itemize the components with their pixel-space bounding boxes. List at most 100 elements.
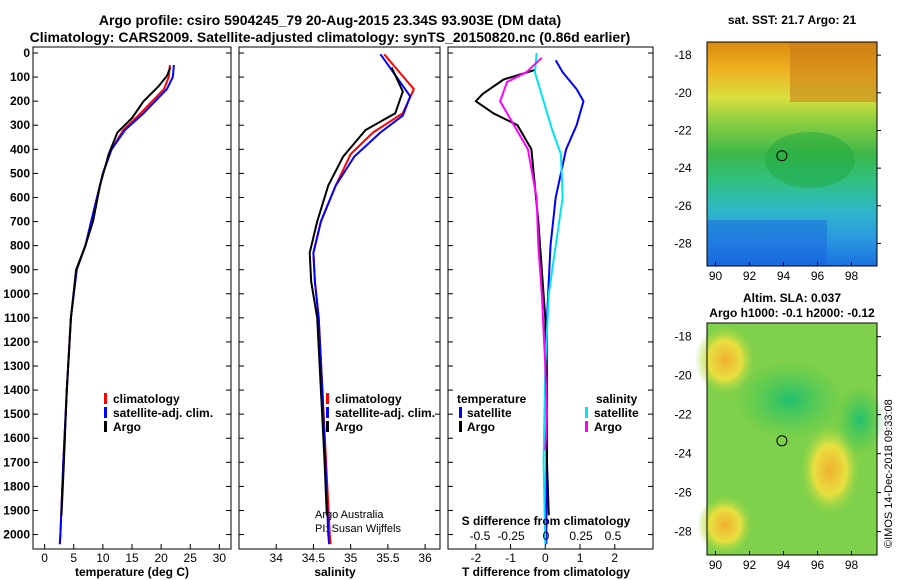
x-tick-label: 15 [125, 551, 139, 565]
depth-tick-label: 700 [10, 215, 30, 229]
legend-label-t-satellite: satellite [467, 406, 512, 420]
legend-label-satellite: satellite-adj. clim. [335, 406, 435, 420]
legend-swatch-argo [326, 421, 329, 432]
footer-credit: ©IMOS 14-Dec-2018 09:33:08 [883, 399, 895, 548]
sla-map-argo-marker [776, 435, 788, 447]
series-line-t-satellite [545, 59, 585, 545]
map-x-tick-label: 98 [845, 269, 859, 283]
x-tick-label: 20 [154, 551, 168, 565]
depth-tick-label: 1000 [3, 287, 30, 301]
difference-top-axis: -0.5 -0.25 0 0.25 0.5 [470, 529, 622, 543]
difference-x-axis: -2 -1 0 1 2 [470, 544, 618, 565]
x-tick-label: 30 [213, 551, 227, 565]
legend-label-argo: Argo [335, 420, 363, 434]
x-tick-label: 0 [41, 551, 48, 565]
depth-tick-label: 200 [10, 94, 30, 108]
x-tick-label: 35.5 [376, 551, 400, 565]
depth-tick-label: 1700 [3, 455, 30, 469]
depth-tick-label: 2000 [3, 528, 30, 542]
map-y-tick-label: -26 [674, 486, 692, 500]
sla-map-axes: 90 92 94 96 98 -18 -20 -22 -24 -26 -28 [674, 330, 881, 572]
sst-map-argo-marker [776, 150, 788, 162]
sla-map-high-anomaly-sw [697, 495, 753, 555]
difference-legend-temperature: temperature satellite Argo [457, 392, 527, 434]
map-x-tick-label: 92 [743, 269, 757, 283]
legend-swatch-s-argo [585, 421, 588, 432]
series-line-satellite-adj-clim- [58, 64, 175, 545]
map-x-tick-label: 98 [845, 558, 859, 572]
difference-series [474, 52, 585, 545]
legend-heading-salinity: salinity [596, 392, 638, 406]
map-x-tick-label: 90 [709, 269, 723, 283]
s-diff-tick-label: 0 [543, 529, 550, 543]
difference-plot-frame [447, 46, 654, 550]
legend-label-argo: Argo [113, 420, 141, 434]
depth-tick-label: 300 [10, 118, 30, 132]
legend-swatch-t-argo [459, 421, 462, 432]
s-diff-tick-label: 0.25 [569, 529, 593, 543]
difference-legend-salinity: salinity satellite Argo [585, 392, 639, 434]
series-line-argo [308, 66, 404, 516]
depth-tick-label: 500 [10, 166, 30, 180]
depth-tick-label: 900 [10, 263, 30, 277]
annotation-argo-australia: Argo Australia [315, 509, 384, 521]
depth-tick-label: 0 [23, 46, 30, 60]
legend-swatch-satellite [326, 407, 329, 418]
temperature-x-label: temperature (deg C) [75, 565, 189, 579]
depth-axis: 0 100 200 300 400 500 600 700 800 900 1000 1100 1200… [3, 46, 653, 542]
salinity-series [308, 53, 415, 545]
depth-tick-label: 100 [10, 70, 30, 84]
x-tick-label: 35 [344, 551, 358, 565]
sst-map-title: sat. SST: 21.7 Argo: 21 [728, 13, 857, 27]
map-y-tick-label: -20 [674, 86, 692, 100]
map-y-tick-label: -28 [674, 525, 692, 539]
x-tick-label: -2 [470, 551, 481, 565]
map-y-tick-label: -26 [674, 199, 692, 213]
legend-label-s-satellite: satellite [594, 406, 639, 420]
map-x-tick-label: 92 [743, 558, 757, 572]
salinity-x-axis: 34 34.5 35 35.5 36 [270, 544, 432, 565]
map-y-tick-label: -24 [674, 447, 692, 461]
s-diff-tick-label: -0.25 [497, 529, 525, 543]
x-tick-label: 36 [418, 551, 432, 565]
legend-swatch-s-satellite [585, 407, 588, 418]
sst-map-green-patch [765, 132, 855, 188]
legend-swatch-t-satellite [459, 407, 462, 418]
x-tick-label: 2 [611, 551, 618, 565]
map-x-tick-label: 96 [811, 269, 825, 283]
sla-map-subtitle: Argo h1000: -0.1 h2000: -0.12 [709, 306, 875, 320]
sla-map-low-anomaly [735, 360, 845, 440]
legend-label-climatology: climatology [113, 392, 180, 406]
s-diff-tick-label: -0.5 [470, 529, 491, 543]
temperature-legend: climatology satellite-adj. clim. Argo [104, 392, 213, 434]
sst-map [707, 42, 877, 266]
sla-map-high-anomaly-nw [695, 325, 755, 395]
difference-top-label: S difference from climatology [462, 514, 631, 528]
legend-label-climatology: climatology [335, 392, 402, 406]
salinity-x-label: salinity [314, 565, 356, 579]
annotation-pi: PI: Susan Wijffels [315, 523, 401, 535]
map-x-tick-label: 90 [709, 558, 723, 572]
salinity-legend: climatology satellite-adj. clim. Argo Ar… [315, 392, 435, 535]
map-y-tick-label: -18 [674, 330, 692, 344]
legend-swatch-climatology [326, 393, 329, 404]
x-tick-label: 34 [270, 551, 284, 565]
temperature-x-axis: 0 5 10 15 20 25 30 [41, 544, 226, 565]
depth-tick-label: 1800 [3, 479, 30, 493]
salinity-plot-frame [238, 46, 441, 550]
sst-map-frame [706, 41, 878, 267]
depth-tick-label: 1600 [3, 431, 30, 445]
series-line-s-satellite [533, 52, 564, 545]
map-y-tick-label: -28 [674, 236, 692, 250]
depth-tick-label: 800 [10, 239, 30, 253]
depth-tick-label: 1900 [3, 503, 30, 517]
s-diff-tick-label: 0.5 [605, 529, 622, 543]
x-tick-label: 10 [96, 551, 110, 565]
depth-tick-label: 600 [10, 190, 30, 204]
legend-swatch-climatology [104, 393, 107, 404]
depth-tick-label: 1100 [4, 311, 30, 325]
legend-label-satellite: satellite-adj. clim. [113, 406, 213, 420]
sla-map-low-anomaly-e [835, 385, 885, 455]
map-y-tick-label: -18 [674, 48, 692, 62]
